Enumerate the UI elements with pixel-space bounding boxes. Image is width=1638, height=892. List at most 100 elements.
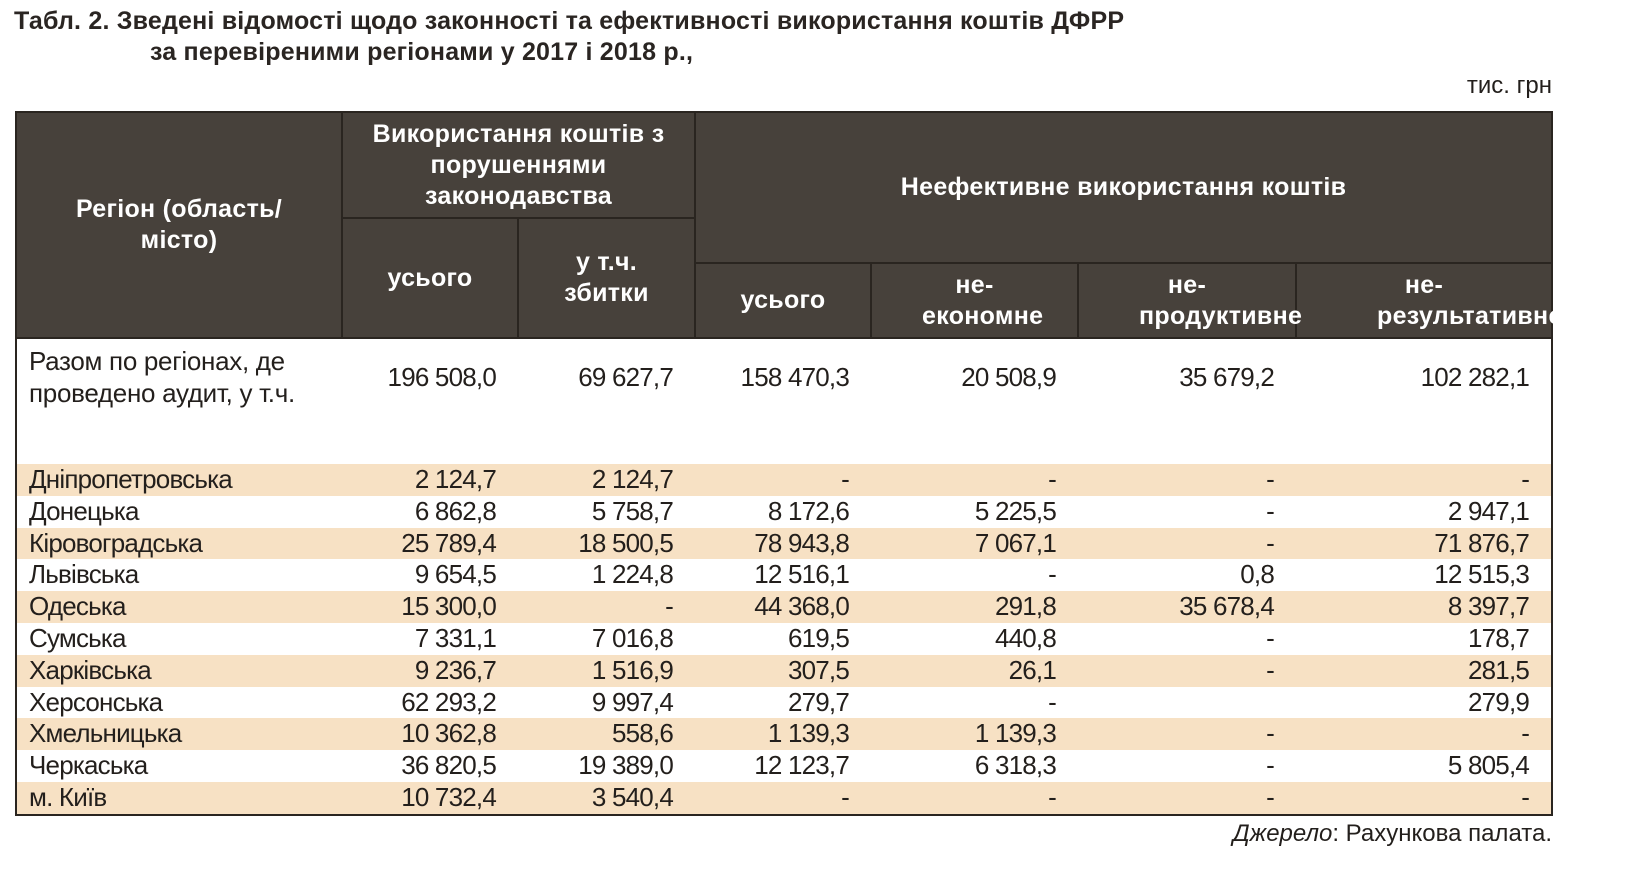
total-row: Разом по регіонах, де проведено аудит, у… [16, 338, 1552, 464]
value-cell: - [1296, 781, 1553, 815]
value-cell: 71 876,7 [1296, 527, 1553, 560]
title-line-2: за перевіреними регіонами у 2017 і 2018 … [150, 38, 694, 66]
value-cell: 12 123,7 [754, 750, 850, 781]
value-cell [1078, 687, 1296, 719]
value-cell: 307,5 [695, 654, 872, 687]
value-cell: 1 139,3 [695, 718, 872, 751]
region-cell: Хмельницька [16, 718, 342, 751]
value-cell: 8 172,6 [767, 495, 850, 526]
region-cell: Сумська [29, 622, 127, 653]
table-row: Харківська 9 236,7 1 516,9 307,5 26,1-281,5 [16, 654, 1553, 687]
value-cell: 281,5 [1296, 654, 1553, 687]
region-cell: Львівська [29, 559, 139, 590]
region-cell: Херсонська [29, 686, 163, 717]
value-cell: 10 362,8 [342, 718, 518, 751]
title-line-1: Табл. 2. Зведені відомості щодо законнос… [14, 7, 1125, 35]
region-cell: Кіровоградська [16, 527, 342, 560]
value-cell: 35 678,4 [1078, 591, 1297, 623]
value-cell: 7 067,1 [871, 527, 1079, 560]
value-cell: 558,6 [518, 718, 696, 751]
table-body: Разом по регіонах, де проведено аудит, у… [16, 338, 1553, 815]
value-cell: 7 331,1 [414, 622, 497, 653]
value-cell: 18 500,5 [518, 527, 696, 560]
value-cell: 279,7 [787, 686, 850, 717]
table-row: Одеська 15 300,0-44 368,0 291,8 35 678,4 8 3… [16, 591, 1553, 623]
unit-label: тис. грн [1466, 72, 1552, 99]
value-cell: 279,9 [1467, 686, 1530, 717]
value-cell: 1 516,9 [518, 654, 696, 687]
value-cell: - [871, 464, 1079, 496]
header-unproductive: не-продуктивне [1077, 262, 1302, 339]
value-cell: 26,1 [871, 654, 1079, 687]
value-cell: - [1078, 527, 1297, 560]
table-row: Сумська 7 331,1 7 016,8 619,5 440,8 - 178,7 [16, 623, 1552, 655]
region-cell: м. Київ [16, 781, 342, 815]
region-cell: Харківська [16, 654, 342, 687]
value-cell: 25 789,4 [342, 527, 518, 560]
region-cell: Черкаська [29, 750, 148, 781]
value-cell: - [1296, 718, 1553, 751]
value-cell: - [1266, 495, 1275, 526]
value-cell: - [695, 781, 872, 815]
source-text: : Рахункова палата. [1332, 820, 1552, 847]
region-cell: Дніпропетровська [16, 464, 342, 496]
value-cell: 12 515,3 [1434, 559, 1530, 590]
table-row: Кіровоградська 25 789,4 18 500,5 78 943,8 7 … [16, 527, 1553, 560]
region-cell: Донецька [29, 495, 139, 526]
value-cell: 6 318,3 [974, 750, 1057, 781]
value-cell: - [1048, 686, 1057, 717]
value-cell: 5 225,5 [974, 495, 1057, 526]
value-cell: - [1266, 750, 1275, 781]
value-cell: 5 805,4 [1447, 750, 1530, 781]
value-cell: - [1296, 464, 1553, 496]
value-cell: 619,5 [787, 622, 850, 653]
table-row: Львівська 9 654,5 1 224,8 12 516,1 - 0,8 12 51… [16, 559, 1552, 591]
value-cell: 440,8 [994, 622, 1057, 653]
value-cell: 15 300,0 [342, 591, 518, 623]
value-cell: 6 862,8 [414, 495, 497, 526]
value-cell: 9 236,7 [342, 654, 518, 687]
value-cell: 2 947,1 [1447, 495, 1530, 526]
value-cell: 44 368,0 [695, 591, 872, 623]
table-row: Хмельницька 10 362,8 558,6 1 139,3 1 139,3- - [16, 718, 1553, 751]
header-violations: Використання коштів з порушеннями законо… [340, 111, 697, 219]
source-note: Джерело: Рахункова палата. [1233, 820, 1552, 848]
value-cell: 2 124,7 [342, 464, 518, 496]
value-cell: 78 943,8 [695, 527, 872, 560]
value-cell: - [1078, 654, 1297, 687]
value-cell: 1 139,3 [871, 718, 1079, 751]
total-cell: 35 679,2 [1179, 362, 1275, 392]
total-cell: 158 470,3 [740, 362, 850, 392]
total-cell: 69 627,7 [578, 362, 674, 392]
value-cell: 10 732,4 [342, 781, 518, 815]
value-cell: 0,8 [1240, 559, 1275, 590]
header-ineff-total: усього [694, 262, 873, 339]
value-cell: 62 293,2 [401, 686, 497, 717]
table-row: Херсонська 62 293,2 9 997,4 279,7 - 279,9 [16, 687, 1552, 719]
total-cell: 102 282,1 [1420, 362, 1530, 392]
value-cell: 9 997,4 [591, 686, 674, 717]
table-row: Донецька 6 862,8 5 758,7 8 172,6 5 225,5 - 2 9… [16, 496, 1552, 528]
data-table: Регіон (область/місто) Використання кошт… [15, 111, 1562, 816]
header-uneconomic: не-економне [870, 262, 1080, 339]
value-cell: - [1078, 718, 1297, 751]
value-cell: - [871, 781, 1079, 815]
header-total: усього [341, 217, 519, 339]
value-cell: 9 654,5 [414, 559, 497, 590]
value-cell: 36 820,5 [401, 750, 497, 781]
value-cell: - [1078, 464, 1297, 496]
value-cell: - [1048, 559, 1057, 590]
total-region: Разом по регіонах, де проведено аудит, у… [29, 346, 295, 408]
value-cell: 291,8 [871, 591, 1079, 623]
value-cell: 7 016,8 [591, 622, 674, 653]
value-cell: 8 397,7 [1296, 591, 1553, 623]
total-cell: 196 508,0 [387, 362, 497, 392]
value-cell: - [695, 464, 872, 496]
header-losses: у т.ч. збитки [516, 217, 697, 339]
table-title: Табл. 2. Зведені відомості щодо законнос… [14, 6, 1124, 68]
value-cell: - [1078, 781, 1297, 815]
value-cell: 5 758,7 [591, 495, 674, 526]
value-cell: 178,7 [1467, 622, 1530, 653]
region-cell: Одеська [16, 591, 342, 623]
header-region: Регіон (область/місто) [15, 111, 343, 339]
